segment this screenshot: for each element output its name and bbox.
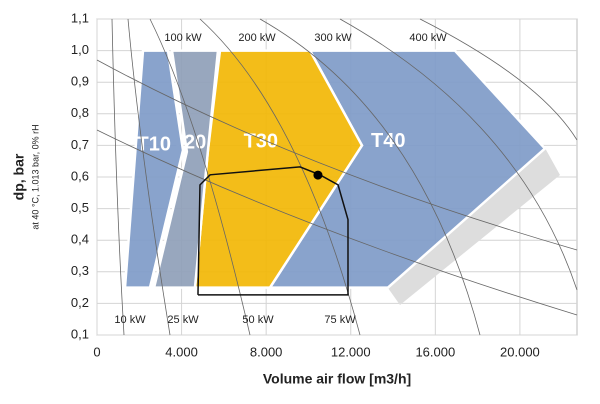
iso-curve	[339, 18, 578, 291]
point	[313, 170, 323, 180]
iso-curve	[419, 18, 578, 141]
iso-curve	[111, 18, 125, 336]
iso-curve	[149, 18, 251, 336]
power-label: 10 kW	[114, 314, 146, 326]
y-tick-label: 0,9	[71, 74, 89, 89]
y-axis-label: dp, bar	[11, 153, 27, 200]
power-label: 75 kW	[324, 314, 356, 326]
x-tick-label: 16.000	[415, 344, 455, 359]
x-tick-label: 4.000	[165, 344, 198, 359]
region-label: T30	[244, 130, 278, 152]
marks	[197, 166, 349, 296]
x-tick-label: 8.000	[250, 344, 283, 359]
x-tick-label: 20.000	[500, 344, 540, 359]
y-tick-label: 0,6	[71, 168, 89, 183]
power-label: 25 kW	[167, 314, 199, 326]
y-tick-label: 0,8	[71, 105, 89, 120]
iso-curve	[199, 18, 361, 336]
y-axis-sublabel: at 40 °C, 1.013 bar, 0% rH	[30, 124, 40, 229]
region	[123, 49, 185, 289]
y-tick-label: 0,7	[71, 137, 89, 152]
region-label: T40	[371, 130, 405, 152]
x-tick-label: 12.000	[331, 344, 371, 359]
y-tick-label: 0,3	[71, 263, 89, 278]
y-tick-label: 1,0	[71, 42, 89, 57]
iso-curve	[96, 129, 578, 316]
region-label: T10	[137, 134, 171, 156]
y-tick-label: 0,2	[71, 295, 89, 310]
power-label: 200 kW	[238, 32, 276, 44]
y-tick-label: 0,1	[71, 326, 89, 341]
y-tick-label: 0,4	[71, 232, 89, 247]
region	[152, 49, 220, 289]
power-label: 400 kW	[409, 32, 447, 44]
iso-curve	[259, 18, 481, 336]
shadow	[388, 148, 560, 305]
iso-curve	[96, 59, 578, 251]
power-label: 50 kW	[242, 314, 274, 326]
y-tick-label: 1,1	[71, 10, 89, 25]
iso-curves	[96, 18, 578, 336]
x-axis-label: Volume air flow [m3/h]	[263, 371, 411, 387]
x-tick-label: 0	[93, 344, 100, 359]
y-tick-label: 0,5	[71, 200, 89, 215]
power-label: 100 kW	[164, 32, 202, 44]
power-label: 300 kW	[314, 32, 352, 44]
iso-curve	[127, 18, 171, 336]
